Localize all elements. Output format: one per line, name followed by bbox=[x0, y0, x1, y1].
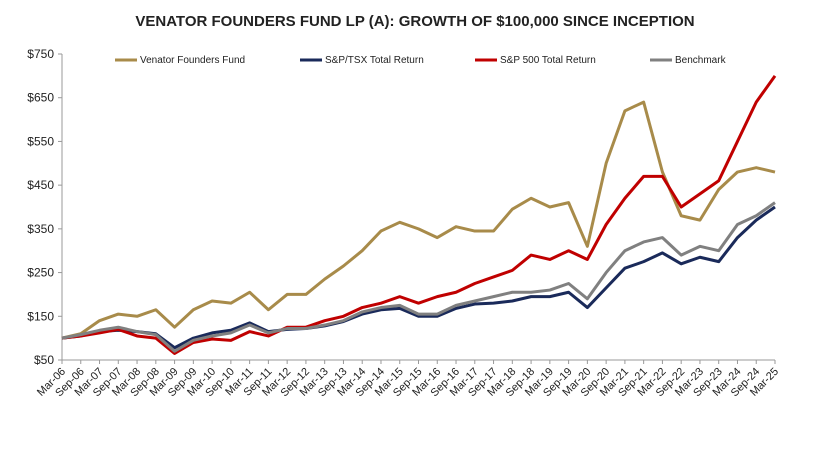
y-tick-label: $150 bbox=[27, 309, 54, 323]
y-tick-label: $250 bbox=[27, 266, 54, 280]
y-tick-label: $550 bbox=[27, 134, 54, 148]
legend-label: S&P 500 Total Return bbox=[500, 55, 596, 66]
legend-label: S&P/TSX Total Return bbox=[325, 55, 424, 66]
series-line bbox=[61, 100, 776, 340]
y-tick-label: $650 bbox=[27, 91, 54, 105]
series-line bbox=[61, 74, 777, 355]
legend-label: Benchmark bbox=[675, 55, 727, 66]
series-line bbox=[61, 201, 776, 353]
legend-label: Venator Founders Fund bbox=[140, 55, 245, 66]
series-line bbox=[61, 205, 776, 350]
y-tick-label: $350 bbox=[27, 222, 54, 236]
chart-title: VENATOR FOUNDERS FUND LP (A): GROWTH OF … bbox=[135, 13, 694, 30]
y-tick-label: $450 bbox=[27, 178, 54, 192]
y-tick-label: $750 bbox=[27, 47, 54, 61]
y-tick-label: $50 bbox=[34, 353, 54, 367]
